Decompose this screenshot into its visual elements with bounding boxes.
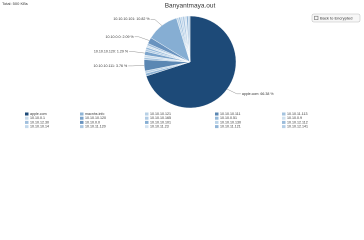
button-label[interactable]: Back to Encrypted — [320, 15, 352, 20]
legend-label: 10.10.0.9 — [287, 116, 302, 120]
legend-label: 10.10.11.113 — [287, 112, 307, 116]
legend-label: apple.com — [30, 112, 47, 116]
legend-label: 10.10.11.120 — [85, 125, 106, 129]
legend-swatch — [215, 116, 219, 120]
chart-title: Banyantmaya.out — [165, 3, 216, 10]
legend-label: 10.10.10.120 — [85, 116, 106, 120]
chart: Total: 500 KBs Banyantmaya.out Back to E… — [2, 1, 361, 129]
legend-swatch — [282, 120, 286, 124]
legend-swatch — [80, 125, 84, 129]
data-label: 10.10.10.101: 10.82 % — [113, 17, 150, 21]
pie-slice — [145, 15, 237, 109]
legend-label: 10.10.12.112 — [287, 120, 308, 124]
label-connector — [227, 88, 241, 95]
legend-label: 10.10.10.101 — [150, 120, 171, 124]
legend-label: 10.10.11.23 — [150, 125, 169, 129]
legend-swatch — [145, 112, 149, 116]
legend-swatch — [215, 112, 219, 116]
legend-label: 10.10.10.111 — [220, 112, 240, 116]
legend-swatch — [145, 125, 149, 129]
data-label: 10.10.10.111: 3.76 % — [94, 64, 128, 68]
legend-label: 10.10.10.14 — [30, 125, 49, 129]
button-box[interactable] — [311, 13, 361, 23]
button-icon[interactable] — [314, 15, 319, 20]
legend-label: 10.10.12.141 — [287, 125, 308, 129]
data-label: 10.10.0.0: 2.09 % — [106, 35, 135, 39]
label-connector — [150, 19, 163, 26]
legend-label: 10.10.0.1 — [30, 116, 45, 120]
back-button[interactable]: Back to Encrypted — [311, 13, 361, 23]
legend-swatch — [145, 116, 149, 120]
header-total: Total: 500 KBs — [2, 1, 28, 6]
label-connector — [129, 51, 145, 54]
legend-label: 10.10.0.51 — [220, 116, 237, 120]
legend-swatch — [25, 125, 29, 129]
legend-swatch — [25, 120, 29, 124]
data-label: apple.com: 66.38 % — [242, 92, 275, 96]
legend-swatch — [25, 116, 29, 120]
legend-label: 10.10.0.0 — [85, 120, 100, 124]
legend-label: 10.10.11.121 — [220, 125, 241, 129]
legend-label: 10.10.12.30 — [30, 120, 49, 124]
legend-swatch — [282, 112, 286, 116]
legend-swatch — [282, 125, 286, 129]
legend-label: 10.10.10.165 — [150, 116, 171, 120]
legend-swatch — [215, 120, 219, 124]
legend-swatch — [215, 125, 219, 129]
legend-swatch — [80, 112, 84, 116]
label-connector — [134, 36, 150, 41]
legend-swatch — [282, 116, 286, 120]
pie-slice — [187, 15, 191, 63]
legend-swatch — [25, 112, 29, 116]
data-label: 10.10.10.120: 1.29 % — [94, 50, 129, 54]
legend-label: 10.10.10.130 — [220, 120, 241, 124]
label-connector — [128, 65, 145, 67]
legend-label: macnhs.info — [85, 112, 104, 116]
legend-swatch — [145, 120, 149, 124]
legend-swatch — [80, 120, 84, 124]
legend-label: 10.10.10.121 — [150, 112, 171, 116]
legend-swatch — [80, 116, 84, 120]
